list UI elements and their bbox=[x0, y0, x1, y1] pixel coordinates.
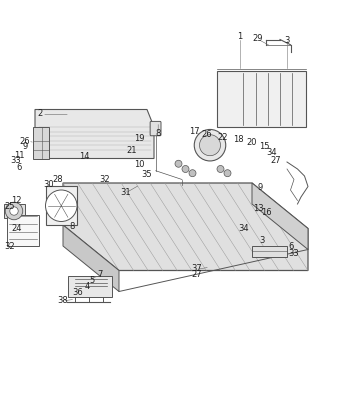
Text: 30: 30 bbox=[44, 180, 54, 189]
Polygon shape bbox=[4, 204, 24, 218]
Text: 1: 1 bbox=[237, 32, 243, 41]
Polygon shape bbox=[63, 225, 119, 291]
Text: 11: 11 bbox=[14, 151, 24, 160]
Polygon shape bbox=[63, 183, 308, 271]
Text: 33: 33 bbox=[10, 156, 21, 166]
Circle shape bbox=[175, 160, 182, 167]
Text: 27: 27 bbox=[271, 156, 281, 165]
Text: 8: 8 bbox=[155, 129, 161, 138]
Text: 22: 22 bbox=[217, 133, 228, 142]
Circle shape bbox=[194, 129, 226, 161]
Text: 34: 34 bbox=[238, 224, 248, 233]
Text: 29: 29 bbox=[252, 34, 262, 43]
Text: 20: 20 bbox=[246, 138, 257, 147]
Circle shape bbox=[182, 166, 189, 173]
Circle shape bbox=[224, 170, 231, 177]
Text: 8: 8 bbox=[69, 222, 75, 231]
Text: 37: 37 bbox=[191, 264, 202, 273]
Circle shape bbox=[189, 170, 196, 177]
Text: 26: 26 bbox=[201, 129, 212, 138]
Text: 24: 24 bbox=[12, 224, 22, 233]
Polygon shape bbox=[68, 276, 112, 297]
Text: 3: 3 bbox=[259, 236, 265, 245]
Polygon shape bbox=[7, 215, 38, 246]
Polygon shape bbox=[46, 186, 77, 225]
Circle shape bbox=[217, 166, 224, 173]
Text: 7: 7 bbox=[97, 270, 103, 279]
Text: 25: 25 bbox=[5, 202, 15, 211]
Text: 16: 16 bbox=[261, 208, 272, 217]
Polygon shape bbox=[252, 183, 308, 250]
Polygon shape bbox=[35, 109, 154, 158]
Text: 6: 6 bbox=[16, 163, 22, 172]
Polygon shape bbox=[217, 71, 306, 127]
Text: 17: 17 bbox=[189, 127, 199, 136]
Text: 15: 15 bbox=[259, 142, 270, 151]
Circle shape bbox=[5, 202, 23, 220]
Text: 4: 4 bbox=[84, 282, 90, 291]
Text: 26: 26 bbox=[20, 137, 30, 146]
Text: 21: 21 bbox=[126, 146, 136, 155]
Text: 27: 27 bbox=[191, 270, 202, 279]
Circle shape bbox=[199, 135, 220, 156]
Text: 28: 28 bbox=[52, 175, 63, 184]
Text: 31: 31 bbox=[120, 188, 131, 197]
Text: 13: 13 bbox=[253, 204, 264, 213]
Circle shape bbox=[10, 207, 18, 215]
Text: 18: 18 bbox=[233, 135, 243, 144]
Text: 34: 34 bbox=[266, 148, 276, 157]
Text: 19: 19 bbox=[134, 134, 145, 143]
Polygon shape bbox=[252, 246, 287, 257]
Text: 3: 3 bbox=[284, 36, 290, 45]
Text: 32: 32 bbox=[5, 242, 15, 251]
Text: 5: 5 bbox=[89, 276, 95, 285]
Text: 2: 2 bbox=[38, 109, 43, 118]
Text: 38: 38 bbox=[57, 296, 68, 305]
Text: 36: 36 bbox=[72, 288, 83, 297]
Text: 6: 6 bbox=[288, 242, 294, 251]
Circle shape bbox=[46, 190, 77, 222]
Text: 12: 12 bbox=[12, 196, 22, 205]
Polygon shape bbox=[33, 127, 49, 158]
Text: 10: 10 bbox=[134, 160, 145, 169]
Text: 33: 33 bbox=[288, 248, 299, 257]
Text: 35: 35 bbox=[141, 171, 152, 180]
Text: 14: 14 bbox=[79, 152, 89, 161]
Text: 32: 32 bbox=[99, 175, 110, 184]
FancyBboxPatch shape bbox=[150, 122, 161, 136]
Text: 9: 9 bbox=[257, 183, 262, 192]
Text: 9: 9 bbox=[22, 142, 28, 151]
